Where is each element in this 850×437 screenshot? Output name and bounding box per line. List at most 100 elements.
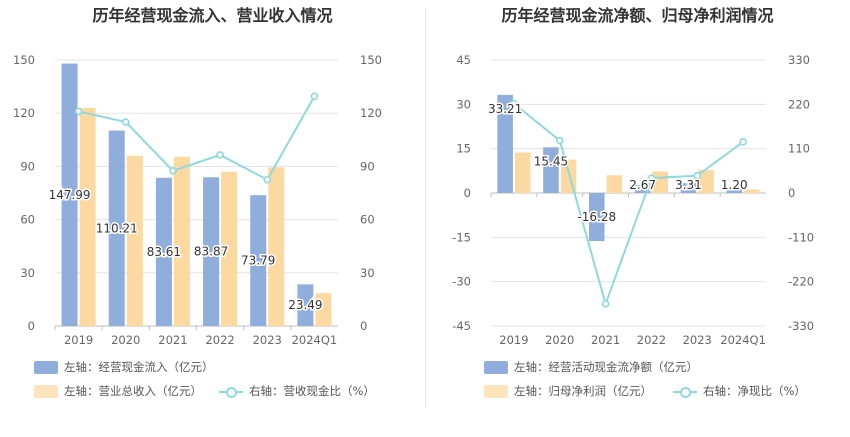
ratio-point-2021: [169, 167, 177, 175]
legend-label: 左轴：归母净利润（亿元）: [514, 384, 652, 398]
panel-divider: [425, 8, 426, 408]
bar-s1-2021: [589, 193, 605, 242]
bar-s2-2019: [514, 152, 531, 193]
ratio-point-2024Q1: [310, 92, 319, 101]
legend-item-net-profit[interactable]: 左轴：归母净利润（亿元）: [484, 383, 652, 399]
ratio-point-2019: [74, 107, 83, 116]
y-right-tick-label: -110: [788, 230, 814, 244]
y-left-tick-label: 90: [20, 159, 35, 173]
bar-s1-2024Q1: [297, 284, 314, 326]
legend-item-revenue[interactable]: 左轴：营业总收入（亿元）: [34, 383, 202, 399]
x-tick-label: 2022: [637, 333, 666, 347]
bar-s2-2021: [173, 156, 190, 326]
left-chart-panel: 历年经营现金流入、营业收入情况 0 30 60 90 120 150 0 30 60 90 120 1…: [13, 6, 382, 399]
bar-s1-2023: [680, 183, 697, 193]
y-left-tick-label: -30: [452, 275, 471, 289]
data-label-2023: 73.79: [241, 254, 275, 268]
bar-s1-2019: [497, 94, 513, 193]
bar-s1-2023: [250, 195, 267, 326]
y-left-tick-label: -15: [452, 230, 471, 244]
legend-item-net-cash[interactable]: 左轴：经营活动现金流净额（亿元）: [484, 359, 698, 375]
y-right-tick-label: 110: [788, 142, 810, 156]
legend-label: 右轴：营收现金比（%）: [249, 384, 375, 398]
x-tick-label: 2019: [64, 333, 93, 347]
bar-s2-2019: [79, 107, 96, 326]
data-label-2021: -16.28: [577, 210, 616, 224]
y-left-tick-label: -45: [452, 319, 471, 333]
bar-s2-2022: [221, 171, 238, 326]
legend-item-net-ratio[interactable]: 右轴：净现比（%）: [673, 383, 806, 399]
x-tick-label: 2019: [499, 333, 528, 347]
left-chart-svg: 0 30 60 90 120 150 0 30 60 90 120 150 2019 2020 2021 20…: [13, 53, 382, 347]
bar-s1-2024Q1: [726, 189, 743, 193]
x-tick-label: 2021: [158, 333, 187, 347]
data-label-2020: 15.45: [534, 154, 568, 168]
ratio-point-2022: [216, 151, 224, 159]
y-left-tick-label: 45: [456, 53, 471, 67]
x-tick-label: 2024Q1: [720, 333, 766, 347]
legend-label: 左轴：营业总收入（亿元）: [64, 384, 202, 398]
y-right-tick-label: 120: [360, 106, 382, 120]
legend-item-ratio[interactable]: 右轴：营收现金比（%）: [219, 383, 375, 399]
data-label-2019: 147.99: [49, 188, 91, 202]
y-left-tick-label: 150: [13, 53, 35, 67]
y-left-tick-label: 60: [20, 213, 35, 227]
bar-s2-2024Q1: [744, 189, 760, 193]
y-right-tick-label: 60: [360, 213, 375, 227]
bar-s1-2020: [108, 130, 125, 326]
y-left-tick-label: 0: [28, 319, 35, 333]
bar-s2-2023: [268, 167, 285, 326]
x-tick-label: 2023: [683, 333, 712, 347]
legend-line-icon: [673, 385, 697, 398]
data-label-2019: 33.21: [488, 102, 522, 116]
x-tick-label: 2023: [253, 333, 282, 347]
data-label-2022: 83.87: [194, 245, 228, 259]
right-chart-panel: 历年经营现金流净额、归母净利润情况 -45 -30 -15 0 15 30 45 -330 -2…: [425, 0, 850, 437]
x-tick-label: 2022: [205, 333, 234, 347]
left-chart-title: 历年经营现金流入、营业收入情况: [92, 6, 333, 25]
data-label-2023: 3.31: [675, 178, 702, 192]
ratio-point-2023: [263, 175, 272, 184]
x-tick-label: 2024Q1: [292, 333, 338, 347]
right-chart-title: 历年经营现金流净额、归母净利润情况: [501, 6, 774, 25]
legend-label: 左轴：经营活动现金流净额（亿元）: [514, 360, 698, 374]
ratio-line: [513, 102, 744, 308]
bar-s1-2022: [203, 177, 220, 326]
x-tick-label: 2020: [545, 333, 574, 347]
data-label-2024Q1: 23.49: [288, 298, 322, 312]
y-right-tick-label: 30: [360, 266, 375, 280]
x-tick-label: 2020: [111, 333, 140, 347]
right-chart-svg: -45 -30 -15 0 15 30 45 -330 -220 -110 0 110 220 330 20…: [452, 53, 814, 347]
ratio-point-2021: [601, 300, 610, 308]
bar-s1-2022: [634, 185, 651, 193]
legend-label: 左轴：经营现金流入（亿元）: [64, 360, 214, 374]
bar-s2-2021: [606, 175, 623, 193]
y-right-tick-label: -330: [788, 319, 814, 333]
bar-s2-2020: [126, 155, 143, 326]
bar-s2-2024Q1: [315, 293, 332, 326]
legend-item-cash-inflow[interactable]: 左轴：经营现金流入（亿元）: [34, 359, 214, 375]
data-label-2022: 2.67: [629, 178, 656, 192]
ratio-point-2024Q1: [739, 138, 747, 146]
bar-s1-2019: [61, 63, 78, 327]
y-left-tick-label: 15: [456, 142, 471, 156]
y-right-tick-label: -220: [788, 275, 814, 289]
data-label-2024Q1: 1.20: [721, 178, 748, 192]
bar-s1-2020: [543, 147, 559, 193]
data-label-2020: 110.21: [96, 221, 138, 235]
legend-swatch-orange: [34, 384, 58, 398]
y-left-tick-label: 30: [20, 266, 35, 280]
legend-label: 右轴：净现比（%）: [703, 384, 806, 398]
ratio-point-2023: [693, 171, 702, 180]
y-right-tick-label: 0: [360, 319, 367, 333]
bar-s1-2021: [155, 177, 172, 326]
y-right-tick-label: 0: [788, 186, 795, 200]
y-left-tick-label: 120: [13, 106, 35, 120]
legend-swatch-blue: [484, 360, 508, 374]
ratio-line: [78, 95, 316, 182]
data-label-2021: 83.61: [147, 245, 181, 259]
ratio-point-2020: [555, 136, 564, 145]
legend-line-icon: [219, 385, 243, 398]
ratio-point-2022: [647, 174, 656, 182]
y-left-tick-label: 30: [456, 97, 471, 111]
